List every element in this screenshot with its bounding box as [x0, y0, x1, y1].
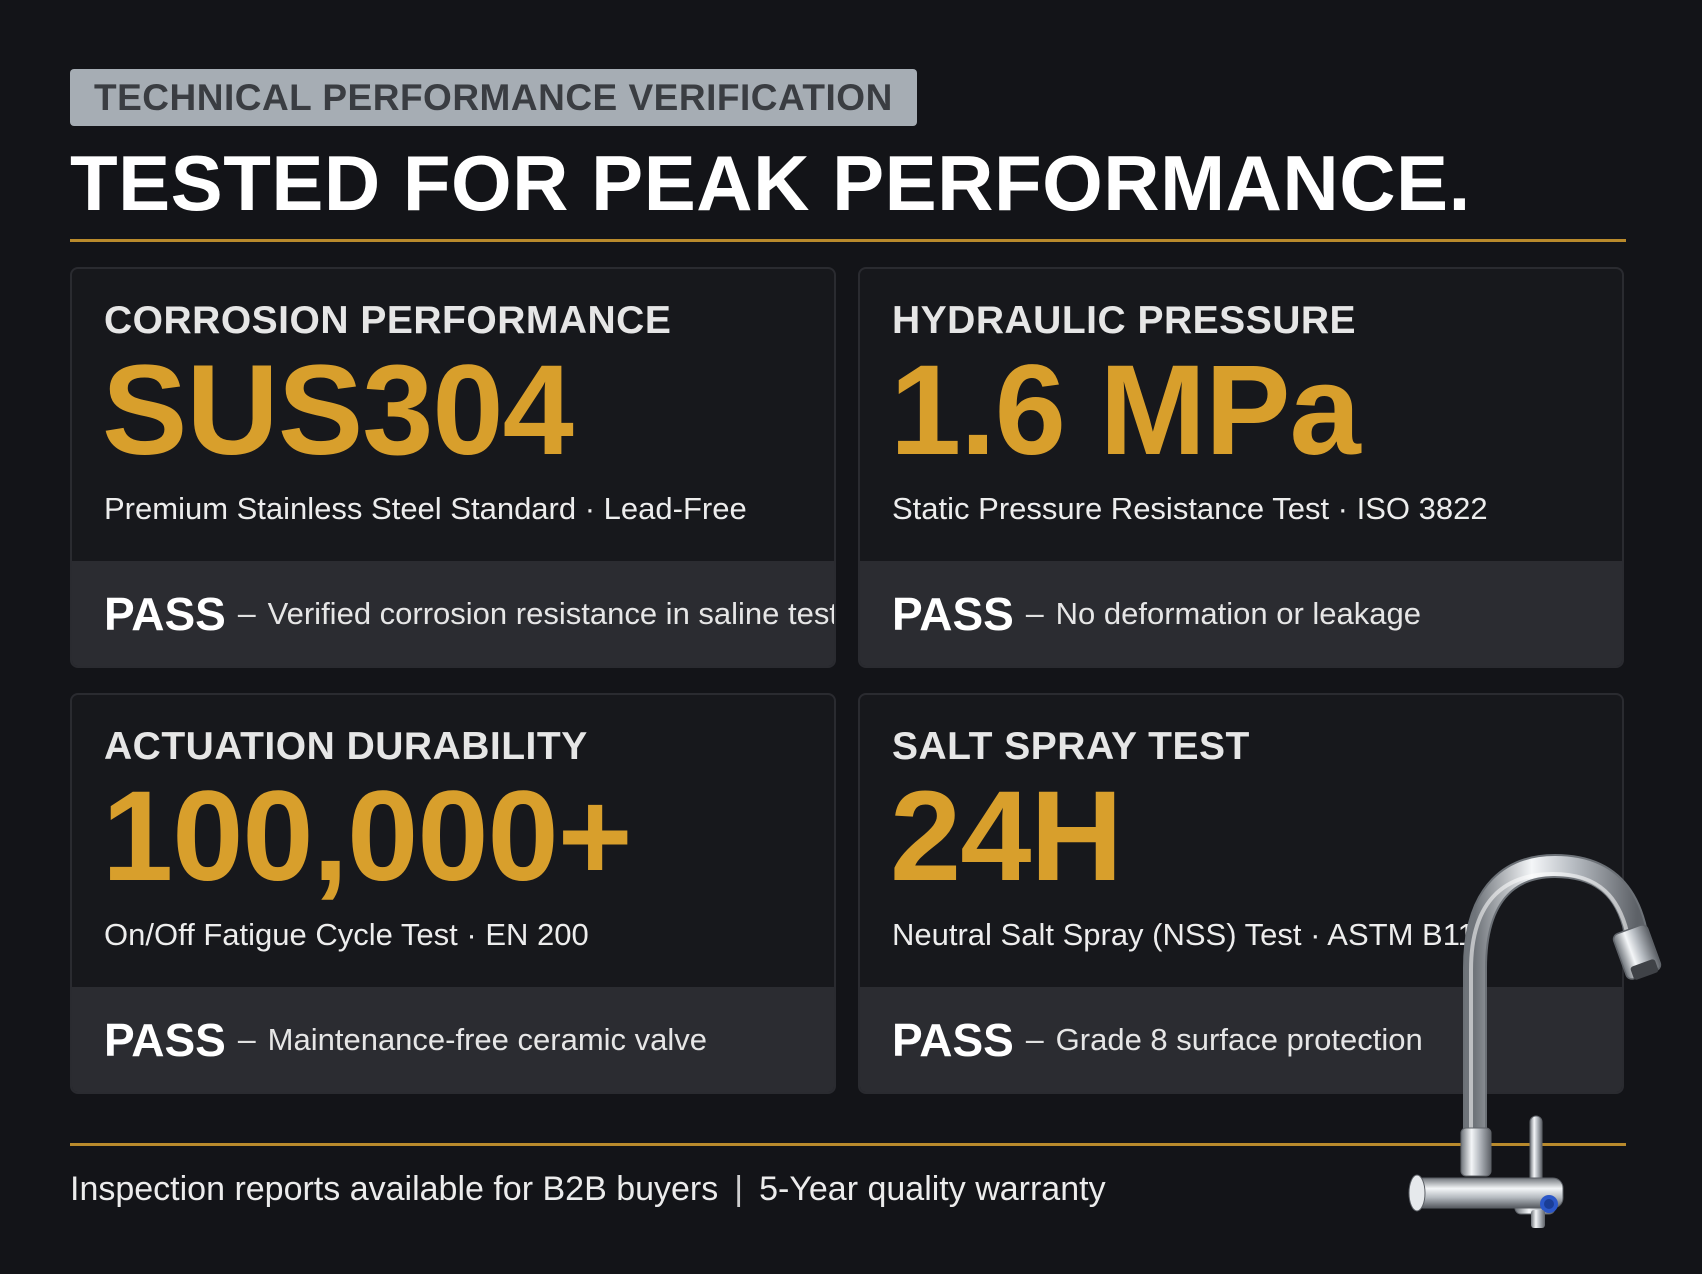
card-status-band: PASS – Maintenance-free ceramic valve: [72, 987, 834, 1092]
card-hydraulic-pressure: HYDRAULIC PRESSURE 1.6 MPa Static Pressu…: [858, 267, 1624, 668]
card-subtitle: Premium Stainless Steel Standard · Lead-…: [104, 491, 747, 526]
card-status-band: PASS – Grade 8 surface protection: [860, 987, 1622, 1092]
status-badge: PASS: [892, 587, 1014, 640]
status-detail: Maintenance-free ceramic valve: [267, 1021, 708, 1057]
status-dash: –: [237, 1021, 256, 1057]
card-value: SUS304: [102, 339, 574, 482]
status-dash: –: [1025, 595, 1044, 631]
status-badge: PASS: [892, 1013, 1014, 1066]
footer-separator: |: [734, 1170, 744, 1208]
card-status-band: PASS – No deformation or leakage: [860, 561, 1622, 666]
card-value: 24H: [890, 765, 1123, 908]
card-label: SALT SPRAY TEST: [892, 725, 1250, 768]
card-value: 1.6 MPa: [890, 339, 1361, 482]
card-actuation-durability: ACTUATION DURABILITY 100,000+ On/Off Fat…: [70, 693, 836, 1094]
status-badge: PASS: [104, 1013, 226, 1066]
top-divider: [70, 239, 1626, 242]
status-dash: –: [1025, 1021, 1044, 1057]
page-title: TESTED FOR PEAK PERFORMANCE.: [70, 139, 1471, 227]
card-corrosion-performance: CORROSION PERFORMANCE SUS304 Premium Sta…: [70, 267, 836, 668]
card-status-band: PASS – Verified corrosion resistance in …: [72, 561, 834, 666]
card-label: ACTUATION DURABILITY: [104, 725, 588, 768]
card-label: HYDRAULIC PRESSURE: [892, 299, 1357, 342]
card-subtitle: On/Off Fatigue Cycle Test · EN 200: [104, 917, 589, 952]
status-badge: PASS: [104, 587, 226, 640]
footer-warranty-text: 5-Year quality warranty: [759, 1170, 1106, 1208]
card-subtitle: Neutral Salt Spray (NSS) Test · ASTM B11…: [892, 917, 1493, 952]
status-dash: –: [237, 595, 256, 631]
faucet-icon: [1408, 853, 1662, 1228]
bottom-divider: [70, 1143, 1626, 1146]
status-detail: No deformation or leakage: [1055, 595, 1421, 631]
eyebrow-badge: TECHNICAL PERFORMANCE VERIFICATION: [70, 69, 917, 126]
card-label: CORROSION PERFORMANCE: [104, 299, 672, 342]
status-detail: Grade 8 surface protection: [1055, 1021, 1423, 1057]
footer-reports-text: Inspection reports available for B2B buy…: [70, 1170, 719, 1208]
card-subtitle: Static Pressure Resistance Test · ISO 38…: [892, 491, 1488, 526]
card-value: 100,000+: [102, 765, 632, 908]
footer-note: Inspection reports available for B2B buy…: [70, 1170, 1106, 1209]
status-detail: Verified corrosion resistance in saline …: [267, 595, 836, 631]
